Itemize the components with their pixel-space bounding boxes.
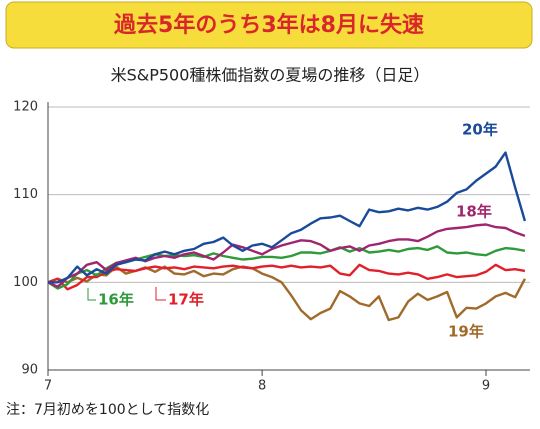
y-tick-label: 90: [21, 363, 38, 378]
x-tick-label: 8: [258, 379, 266, 394]
y-tick-label: 110: [13, 187, 38, 202]
note: 注：7月初めを100として指数化: [6, 401, 209, 418]
series-line: [47, 223, 526, 288]
title-banner: [5, 1, 533, 49]
series-line: [48, 151, 527, 284]
series-label: 20年: [462, 121, 498, 139]
y-tick-label: 120: [13, 100, 38, 115]
series-label: 18年: [456, 203, 492, 221]
series-label: 16年: [98, 291, 134, 309]
series-line: [47, 263, 526, 291]
y-tick-label: 100: [13, 275, 38, 290]
x-tick-label: 9: [482, 379, 490, 394]
series-line: [47, 265, 526, 322]
chart-subtitle: 米S&P500種株価指数の夏場の推移（日足）: [111, 66, 430, 85]
series-label: 19年: [448, 323, 484, 341]
x-tick-label: 7: [44, 379, 52, 394]
chart-title: 過去5年のうち3年は8月に失速: [114, 12, 424, 38]
label-leader: [155, 287, 166, 301]
series-label: 17年: [168, 291, 204, 309]
label-leader: [87, 288, 96, 301]
